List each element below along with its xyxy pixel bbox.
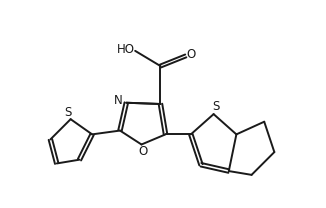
Text: S: S bbox=[65, 106, 72, 119]
Text: HO: HO bbox=[117, 43, 135, 56]
Text: O: O bbox=[186, 48, 196, 61]
Text: S: S bbox=[213, 100, 220, 113]
Text: O: O bbox=[138, 145, 147, 158]
Text: N: N bbox=[114, 94, 123, 107]
